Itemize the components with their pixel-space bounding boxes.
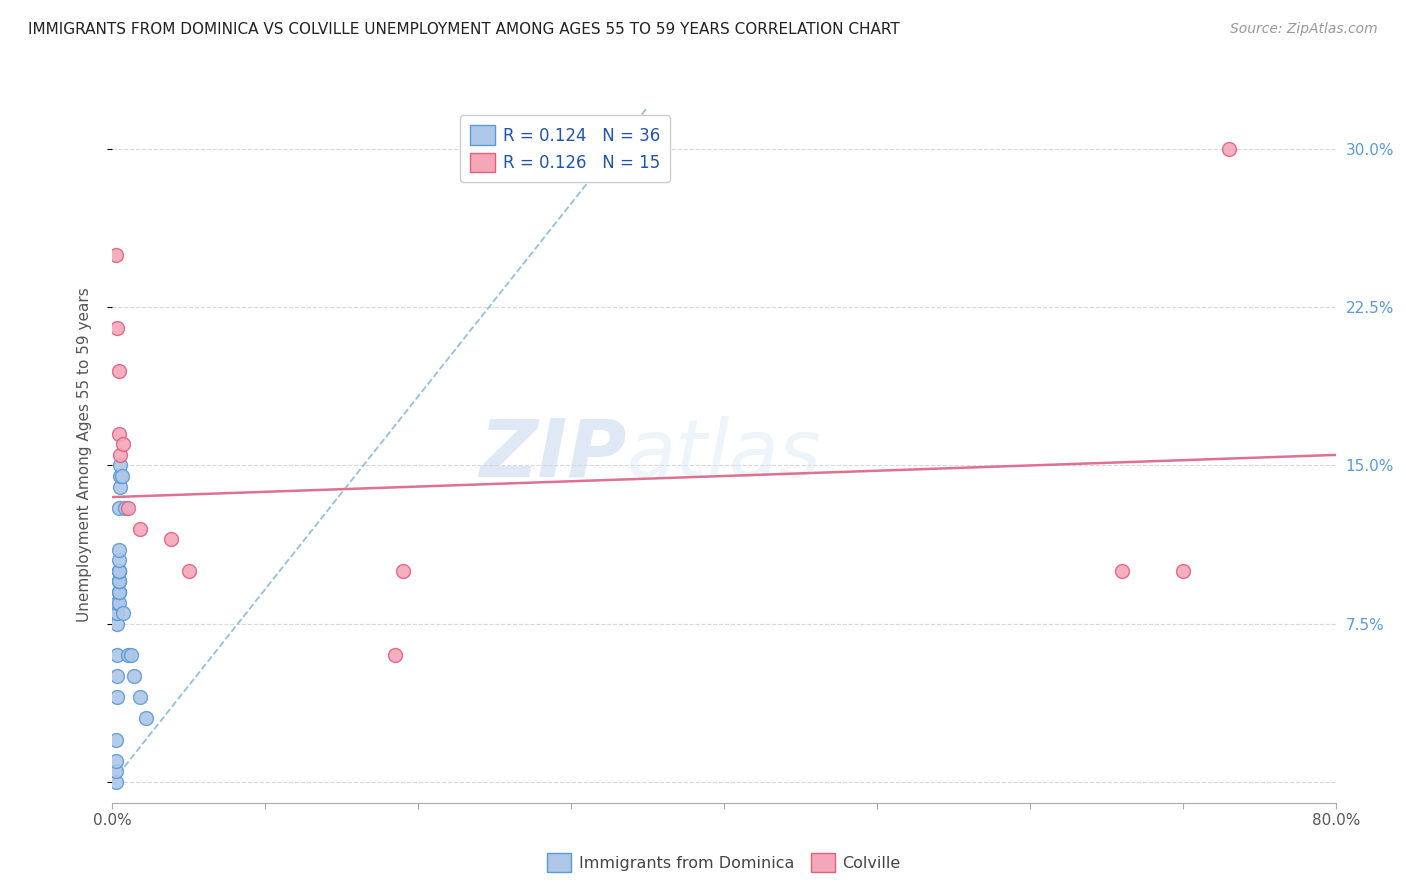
Point <box>107 426 129 441</box>
Point <box>107 553 129 567</box>
Point <box>104 247 127 261</box>
Point <box>105 606 128 620</box>
Text: IMMIGRANTS FROM DOMINICA VS COLVILLE UNEMPLOYMENT AMONG AGES 55 TO 59 YEARS CORR: IMMIGRANTS FROM DOMINICA VS COLVILLE UNE… <box>28 22 900 37</box>
Text: ZIP: ZIP <box>479 416 626 494</box>
Point <box>107 574 129 589</box>
Point <box>392 564 415 578</box>
Point <box>104 774 127 789</box>
Point <box>129 690 152 705</box>
Point <box>108 469 131 483</box>
Point <box>107 585 129 599</box>
Point <box>105 690 128 705</box>
Text: Source: ZipAtlas.com: Source: ZipAtlas.com <box>1230 22 1378 37</box>
Point <box>1218 142 1240 156</box>
Point <box>117 648 139 663</box>
Point <box>105 669 128 683</box>
Point <box>107 363 129 377</box>
Point <box>122 669 145 683</box>
Point <box>104 754 127 768</box>
Point <box>105 616 128 631</box>
Point <box>107 574 129 589</box>
Point <box>159 533 181 547</box>
Point <box>108 479 131 493</box>
Point <box>108 458 131 473</box>
Point <box>107 595 129 609</box>
Point <box>114 500 136 515</box>
Point <box>129 522 152 536</box>
Legend: Immigrants from Dominica, Colville: Immigrants from Dominica, Colville <box>541 847 907 879</box>
Point <box>104 732 127 747</box>
Point <box>107 500 129 515</box>
Point <box>117 500 139 515</box>
Point <box>112 437 135 451</box>
Point <box>120 648 142 663</box>
Point <box>105 595 128 609</box>
Point <box>111 469 134 483</box>
Point <box>107 564 129 578</box>
Point <box>1171 564 1194 578</box>
Point <box>107 574 129 589</box>
Point <box>107 564 129 578</box>
Point <box>104 764 127 779</box>
Point <box>105 606 128 620</box>
Point <box>108 448 131 462</box>
Point <box>107 585 129 599</box>
Point <box>107 564 129 578</box>
Point <box>105 321 128 335</box>
Point <box>112 606 135 620</box>
Point <box>107 564 129 578</box>
Point <box>107 585 129 599</box>
Point <box>384 648 406 663</box>
Point <box>177 564 200 578</box>
Y-axis label: Unemployment Among Ages 55 to 59 years: Unemployment Among Ages 55 to 59 years <box>77 287 91 623</box>
Point <box>107 542 129 557</box>
Point <box>105 648 128 663</box>
Point <box>135 711 157 725</box>
Point <box>1111 564 1133 578</box>
Text: atlas: atlas <box>626 416 821 494</box>
